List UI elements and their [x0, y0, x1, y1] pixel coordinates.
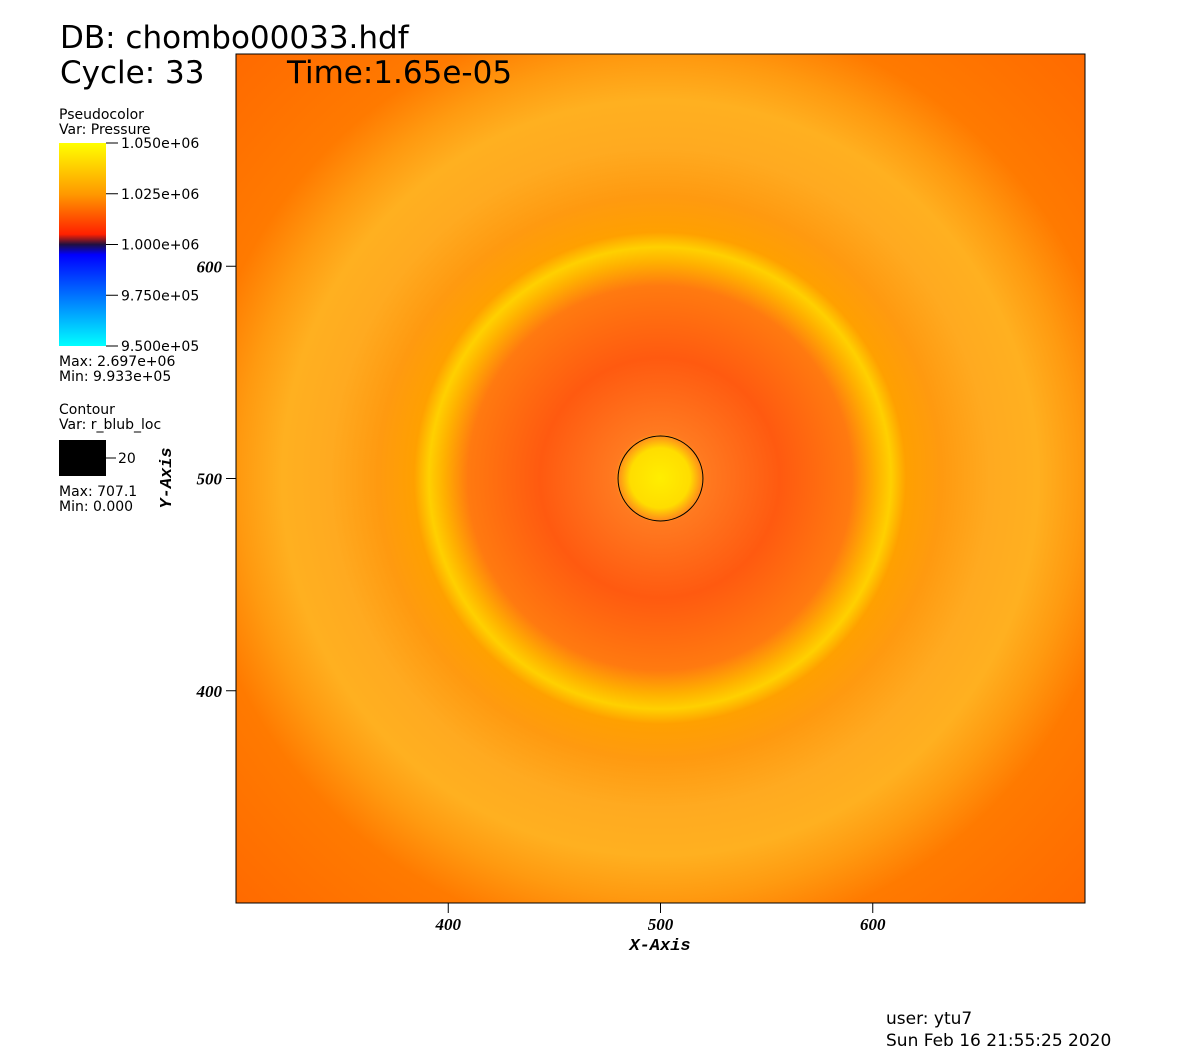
x-tick-label: 400 [435, 915, 462, 934]
contour-max: Max: 707.1 [59, 484, 137, 500]
contour-legend-label: 20 [118, 451, 136, 467]
colorbar [59, 143, 106, 346]
contour-title: Contour [59, 402, 115, 418]
contour-var: Var: r_blub_loc [59, 417, 161, 433]
db-title: DB: chombo00033.hdf [60, 20, 410, 56]
footer-date: Sun Feb 16 21:55:25 2020 [886, 1031, 1111, 1051]
colorbar-tick-label: 1.025e+06 [121, 187, 199, 203]
x-tick-label: 600 [860, 915, 886, 934]
cycle: Cycle: 33 [60, 55, 204, 91]
colorbar-tick-label: 1.050e+06 [121, 136, 199, 152]
footer-user: user: ytu7 [886, 1009, 972, 1029]
legend-title: Pseudocolor [59, 107, 144, 123]
colorbar-tick-label: 9.500e+05 [121, 339, 199, 355]
time: Time:1.65e-05 [286, 55, 512, 91]
y-tick-label: 500 [197, 470, 223, 489]
colorbar-tick-label: 1.000e+06 [121, 238, 199, 254]
legend-max: Max: 2.697e+06 [59, 354, 175, 370]
contour-line [617, 435, 704, 522]
colorbar-tick-label: 9.750e+05 [121, 288, 199, 304]
pseudocolor-field [236, 54, 1085, 903]
y-tick-label: 600 [197, 257, 223, 276]
contour-swatch [59, 440, 106, 476]
y-axis-label: Y-Axis [158, 447, 177, 508]
y-tick-label: 400 [196, 682, 223, 701]
x-axis-label: X-Axis [628, 937, 690, 956]
x-tick-label: 500 [648, 915, 674, 934]
legend-min: Min: 9.933e+05 [59, 369, 171, 385]
legend-var: Var: Pressure [59, 122, 151, 138]
contour-min: Min: 0.000 [59, 499, 133, 515]
